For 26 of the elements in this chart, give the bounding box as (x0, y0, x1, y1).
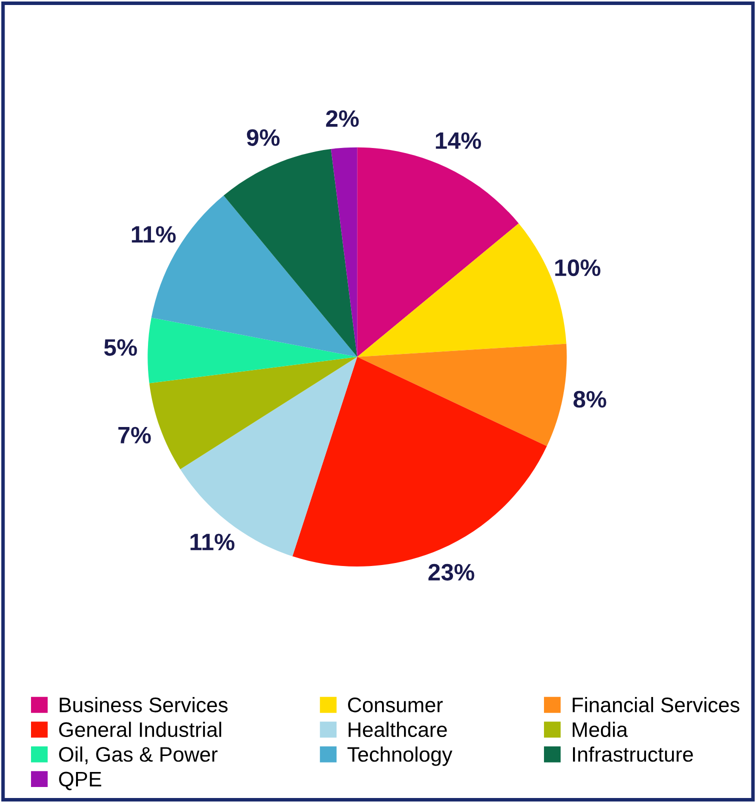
data-label: 8% (574, 390, 606, 408)
legend-label: Media (572, 722, 628, 738)
legend-label: Healthcare (348, 722, 447, 738)
data-label: 23% (428, 564, 474, 581)
pie-slice (149, 356, 358, 470)
pie-slice (224, 149, 358, 357)
legend-label: Technology (347, 746, 452, 766)
data-label: 9% (246, 129, 280, 146)
pie-slice (148, 318, 358, 384)
legend-label: Financial Services (572, 697, 740, 712)
data-label: 5% (104, 339, 137, 356)
data-label: 10% (555, 259, 600, 276)
legend-label: Consumer (348, 698, 443, 712)
legend-label: General Industrial (59, 722, 222, 738)
pie-slice (357, 344, 567, 446)
pie-slice (357, 147, 519, 357)
legend-label: Infrastructure (572, 746, 693, 762)
legend-label: QPE (59, 772, 102, 790)
data-label: 14% (436, 132, 482, 149)
legend-label: Oil, Gas & Power (59, 746, 218, 764)
pie-slice (180, 356, 358, 556)
data-label: 11% (132, 226, 176, 243)
data-label: 11% (190, 534, 234, 550)
data-label: 7% (118, 426, 151, 444)
legend-label: Business Services (60, 697, 228, 712)
data-label: 2% (326, 110, 359, 127)
